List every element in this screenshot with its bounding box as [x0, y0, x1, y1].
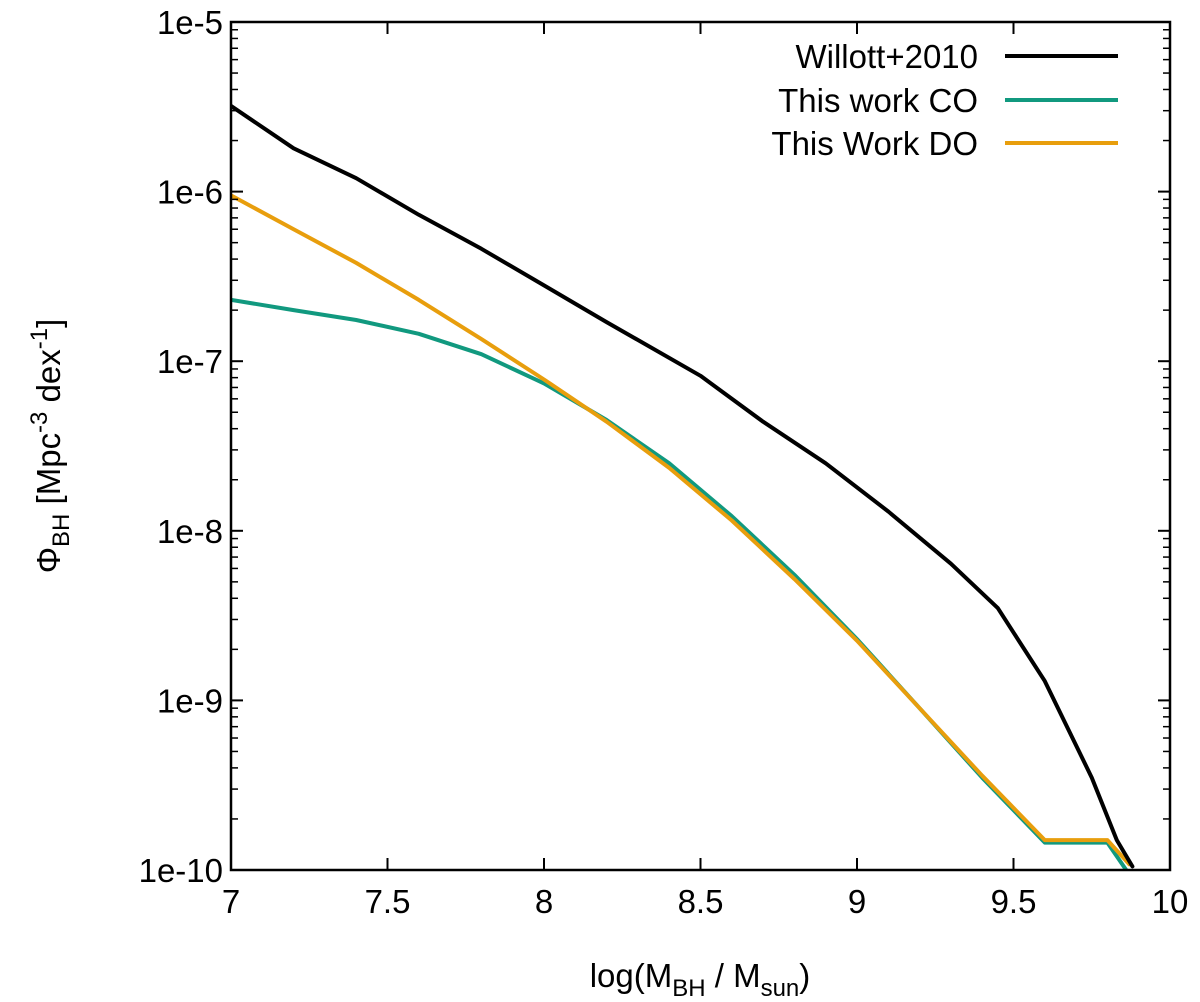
- x-axis-title: log(MBH / Msun): [590, 957, 811, 1002]
- series-layer: [231, 103, 1135, 870]
- legend-label-willott-2010: Willott+2010: [795, 38, 978, 75]
- y-axis-title: ΦBH [Mpc-3 dex-1]: [26, 319, 75, 574]
- x-tick-label: 7: [222, 883, 240, 920]
- y-tick-label: 1e-7: [157, 343, 223, 380]
- legend-label-this-work-co: This work CO: [778, 82, 978, 119]
- x-tick-label: 8.5: [678, 883, 724, 920]
- legend-layer: Willott+2010 This work CO This Work DO: [771, 38, 1118, 162]
- x-tick-label: 10: [1152, 883, 1189, 920]
- ticks-layer: 7 7.5 8 8.5 9 9.5 10 1e-10 1e-9 1e-8 1e-7 1e-6 1e-5: [139, 4, 1189, 920]
- x-tick-label: 9.5: [991, 883, 1037, 920]
- y-tick-label: 1e-6: [157, 174, 223, 211]
- y-tick-label: 1e-5: [157, 4, 223, 41]
- legend-label-this-work-do: This Work DO: [771, 125, 978, 162]
- y-tick-label: 1e-8: [157, 513, 223, 550]
- y-tick-label: 1e-10: [139, 852, 223, 889]
- x-tick-label: 7.5: [365, 883, 411, 920]
- series-line-willott-2010: [231, 103, 1135, 869]
- plot-frame: [229, 20, 1172, 872]
- series-line-this-work-do: [231, 193, 1132, 867]
- y-tick-label: 1e-9: [157, 682, 223, 719]
- x-tick-label: 8: [535, 883, 553, 920]
- x-tick-label: 9: [848, 883, 866, 920]
